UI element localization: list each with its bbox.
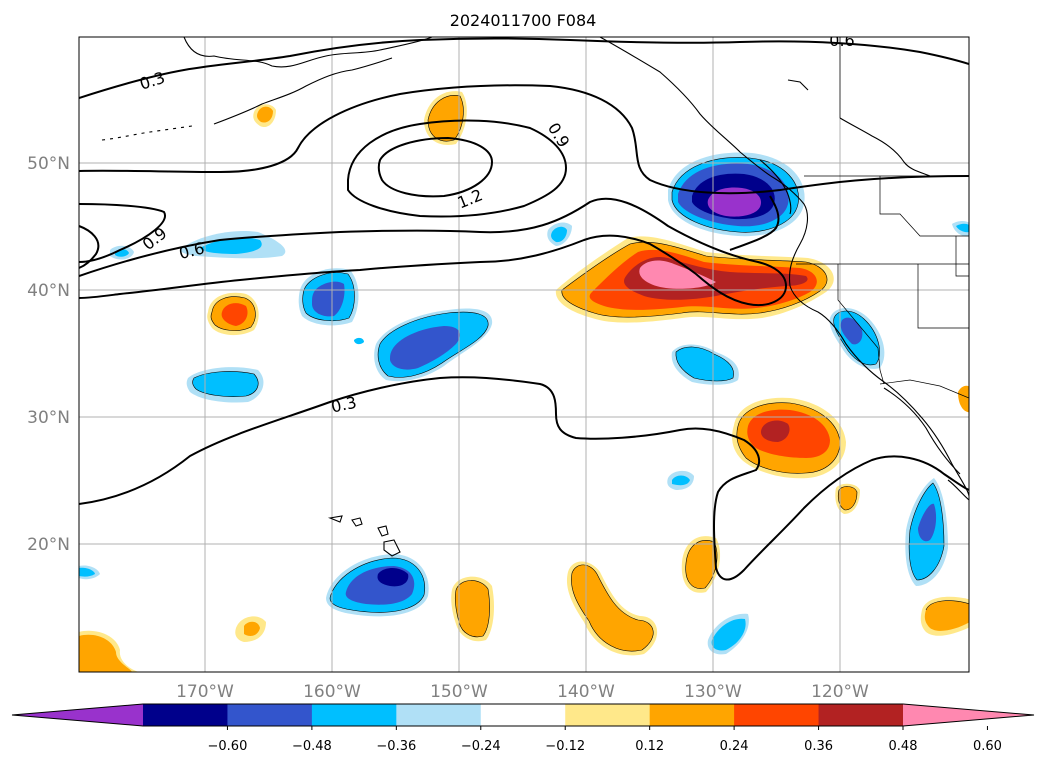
border-nv-ut: [917, 264, 969, 329]
isoline-0-9-west: [79, 203, 166, 263]
colorbar-tick-label: −0.12: [545, 739, 585, 754]
colorbar-extend-high: [903, 704, 1034, 726]
isolines: [79, 37, 969, 581]
colorbar-segment: [734, 704, 820, 726]
map-frame: [78, 36, 970, 673]
lat-label-50n: 50°N: [27, 154, 70, 174]
anomaly-shading: [79, 91, 969, 672]
border-states-north: [879, 176, 969, 237]
lon-label-170w: 170°W: [176, 682, 234, 702]
isoline-0-9-east: [729, 195, 780, 251]
colorbar-tick-label: −0.36: [376, 739, 416, 754]
contour-label-0-6-north: 0.6: [829, 31, 854, 50]
isoline-0-6-west-inner: [79, 225, 100, 269]
shade-positive-28n: [732, 397, 846, 479]
isoline-1-2-ring: [377, 136, 494, 198]
canada-inland: [787, 79, 931, 177]
isoline-0-3-south: [79, 376, 969, 581]
colorbar-outline: [11, 703, 1035, 727]
colorbar-tick-label: 0.60: [973, 739, 1002, 754]
isoline-0-6-north: [79, 84, 969, 195]
lon-label-130w: 130°W: [684, 682, 742, 702]
lon-label-150w: 150°W: [430, 682, 488, 702]
map-panel: 0.3 0.6 0.9 0.6 0.9 1.2 0.3: [78, 31, 970, 673]
figure-title: 2024011700 F084: [450, 11, 597, 30]
shade-small-negatives: [79, 221, 969, 655]
shade-central-positive: [555, 236, 834, 323]
colorbar-tick-label: 0.12: [635, 739, 664, 754]
graticule: [79, 37, 969, 672]
lon-label-140w: 140°W: [557, 682, 615, 702]
lon-label-160w: 160°W: [303, 682, 361, 702]
alaska-peninsula: [213, 57, 393, 125]
longitude-labels: 170°W 160°W 150°W 140°W 130°W 120°W: [176, 682, 869, 702]
lat-label-20n: 20°N: [27, 535, 70, 555]
border-id-wy: [955, 236, 969, 277]
colorbar-tick-label: 0.24: [720, 739, 749, 754]
political-borders: [796, 37, 969, 399]
isoline-0-9-ring: [347, 119, 568, 218]
colorbar-tick-label: −0.60: [208, 739, 248, 754]
hawaii-islands: [327, 515, 401, 557]
shade-small-positives: [79, 91, 969, 672]
border-ca-nv: [837, 264, 885, 385]
lon-label-120w: 120°W: [811, 682, 869, 702]
isoline-0-3-north: [79, 37, 969, 99]
colorbar-tick-label: −0.48: [292, 739, 332, 754]
mexico-coast: [947, 479, 969, 501]
baja-gulf-coast: [883, 387, 961, 475]
colorbar-tick-label: 0.36: [804, 739, 833, 754]
colorbar: −0.60 −0.48 −0.36 −0.24 −0.12 0.12 0.24 0.36 0.4…: [11, 703, 1035, 754]
colorbar-segment: [311, 704, 397, 726]
isoline-0-6-central: [79, 197, 788, 306]
colorbar-segment: [227, 704, 313, 726]
aleutian-islands: [101, 125, 193, 141]
contour-label-0-3-south: 0.3: [329, 393, 358, 417]
colorbar-segment: [143, 704, 228, 726]
colorbar-segment: [480, 704, 566, 726]
lat-label-30n: 30°N: [27, 408, 70, 428]
colorbar-extend-low: [12, 704, 143, 726]
north-america-west-coast: [599, 37, 969, 497]
alaska-coast: [183, 37, 433, 68]
border-us-mexico: [879, 379, 969, 399]
colorbar-tick-label: −0.24: [461, 739, 501, 754]
colorbar-segment: [649, 704, 735, 726]
coastlines: [101, 37, 969, 557]
colorbar-segment: [818, 704, 904, 726]
colorbar-segment: [565, 704, 651, 726]
latitude-labels: 50°N 40°N 30°N 20°N: [27, 154, 70, 555]
colorbar-tick-label: 0.48: [889, 739, 918, 754]
shade-hawaii-negative: [326, 554, 429, 617]
map-background: [79, 37, 969, 672]
colorbar-segment: [396, 704, 482, 726]
lat-label-40n: 40°N: [27, 281, 70, 301]
